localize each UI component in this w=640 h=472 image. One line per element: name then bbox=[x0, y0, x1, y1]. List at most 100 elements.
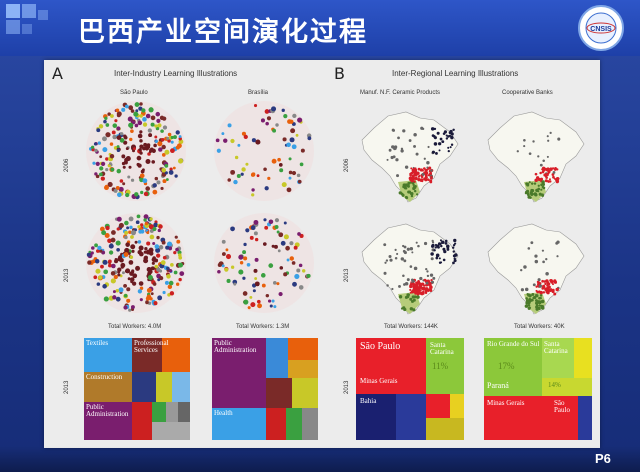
network-node bbox=[123, 140, 128, 145]
network-node bbox=[164, 280, 169, 285]
network-node bbox=[111, 263, 116, 269]
network-node bbox=[102, 136, 107, 142]
network-node bbox=[98, 275, 103, 280]
network-node bbox=[98, 172, 103, 177]
map-point bbox=[553, 168, 557, 171]
map-point bbox=[403, 245, 407, 249]
network-node bbox=[153, 301, 158, 306]
map-point bbox=[525, 297, 528, 300]
network-node bbox=[108, 263, 112, 268]
network-node bbox=[126, 226, 130, 230]
network-node bbox=[152, 282, 157, 286]
panel-b-workers1: Total Workers: 144K bbox=[384, 324, 438, 330]
network-node bbox=[136, 214, 141, 219]
map-point bbox=[423, 157, 426, 160]
map-point bbox=[551, 288, 555, 292]
network-node bbox=[142, 146, 146, 151]
map-point bbox=[417, 244, 420, 248]
map-point bbox=[542, 159, 545, 162]
map-point bbox=[426, 166, 429, 169]
network-node bbox=[175, 247, 179, 252]
network-node bbox=[150, 122, 155, 127]
map-point bbox=[532, 283, 536, 287]
network-node bbox=[265, 293, 270, 298]
network-node bbox=[230, 265, 235, 269]
map-point bbox=[450, 132, 454, 136]
network-node bbox=[101, 250, 106, 255]
map-point bbox=[397, 136, 400, 140]
network-node bbox=[121, 271, 125, 275]
network-node bbox=[118, 287, 124, 293]
network-node bbox=[156, 253, 161, 258]
network-node bbox=[101, 230, 107, 236]
network-node bbox=[107, 181, 113, 187]
network-node bbox=[175, 282, 180, 286]
panel-a-col2: Brasília bbox=[248, 90, 269, 96]
network-node bbox=[130, 277, 135, 282]
panel-b-year-top: 2006 bbox=[344, 158, 350, 172]
network-node bbox=[157, 228, 161, 233]
network-node bbox=[150, 292, 154, 296]
network-node bbox=[112, 134, 117, 140]
map-point bbox=[398, 284, 401, 288]
map-point bbox=[391, 128, 395, 132]
network-node bbox=[156, 180, 161, 185]
map-point bbox=[419, 276, 423, 281]
network-node bbox=[96, 282, 101, 286]
network-node bbox=[154, 135, 158, 139]
network-node bbox=[246, 262, 251, 267]
network-node bbox=[135, 220, 140, 225]
map-point bbox=[430, 280, 435, 284]
map-point bbox=[544, 287, 547, 291]
map-point bbox=[534, 172, 538, 176]
network-node bbox=[113, 188, 118, 193]
network-node bbox=[105, 132, 111, 138]
treemap-ceramics: São Paulo 11% Santa Catarina Minas Gerai… bbox=[356, 338, 464, 440]
network-node bbox=[97, 245, 102, 251]
map-point bbox=[527, 247, 531, 250]
map-point bbox=[535, 301, 539, 305]
network-node bbox=[150, 266, 155, 271]
network-node bbox=[273, 305, 277, 309]
network-node bbox=[278, 232, 284, 238]
map-point bbox=[545, 272, 549, 276]
network-node bbox=[138, 148, 142, 152]
network-node bbox=[95, 174, 100, 179]
network-brasilia-2013 bbox=[214, 213, 314, 313]
network-node bbox=[130, 230, 137, 236]
network-node bbox=[146, 241, 151, 246]
network-node bbox=[130, 129, 134, 133]
network-node bbox=[94, 148, 98, 153]
network-node bbox=[266, 116, 272, 121]
map-point bbox=[391, 287, 394, 291]
network-node bbox=[256, 299, 261, 304]
map-point bbox=[526, 193, 530, 197]
network-node bbox=[250, 302, 256, 308]
network-node bbox=[126, 298, 131, 303]
network-node bbox=[155, 139, 159, 143]
panel-b-year-bottom: 2013 bbox=[344, 380, 350, 394]
network-node bbox=[169, 167, 173, 171]
network-node bbox=[116, 135, 122, 140]
network-node bbox=[115, 108, 120, 113]
network-node bbox=[247, 306, 251, 310]
map-point bbox=[535, 307, 539, 311]
map-point bbox=[405, 196, 408, 199]
network-node bbox=[254, 281, 260, 287]
map-point bbox=[385, 259, 389, 262]
map-point bbox=[449, 146, 452, 149]
network-node bbox=[139, 139, 143, 143]
network-node bbox=[129, 255, 134, 260]
map-point bbox=[419, 292, 422, 295]
network-node bbox=[105, 157, 109, 161]
network-node bbox=[245, 228, 250, 233]
network-node bbox=[134, 240, 138, 244]
network-node bbox=[237, 143, 241, 147]
map-point bbox=[420, 175, 424, 179]
network-node bbox=[286, 142, 291, 148]
network-node bbox=[147, 274, 153, 281]
map-point bbox=[447, 146, 450, 149]
network-node bbox=[251, 193, 255, 197]
map-point bbox=[401, 193, 405, 197]
network-node bbox=[113, 146, 118, 150]
